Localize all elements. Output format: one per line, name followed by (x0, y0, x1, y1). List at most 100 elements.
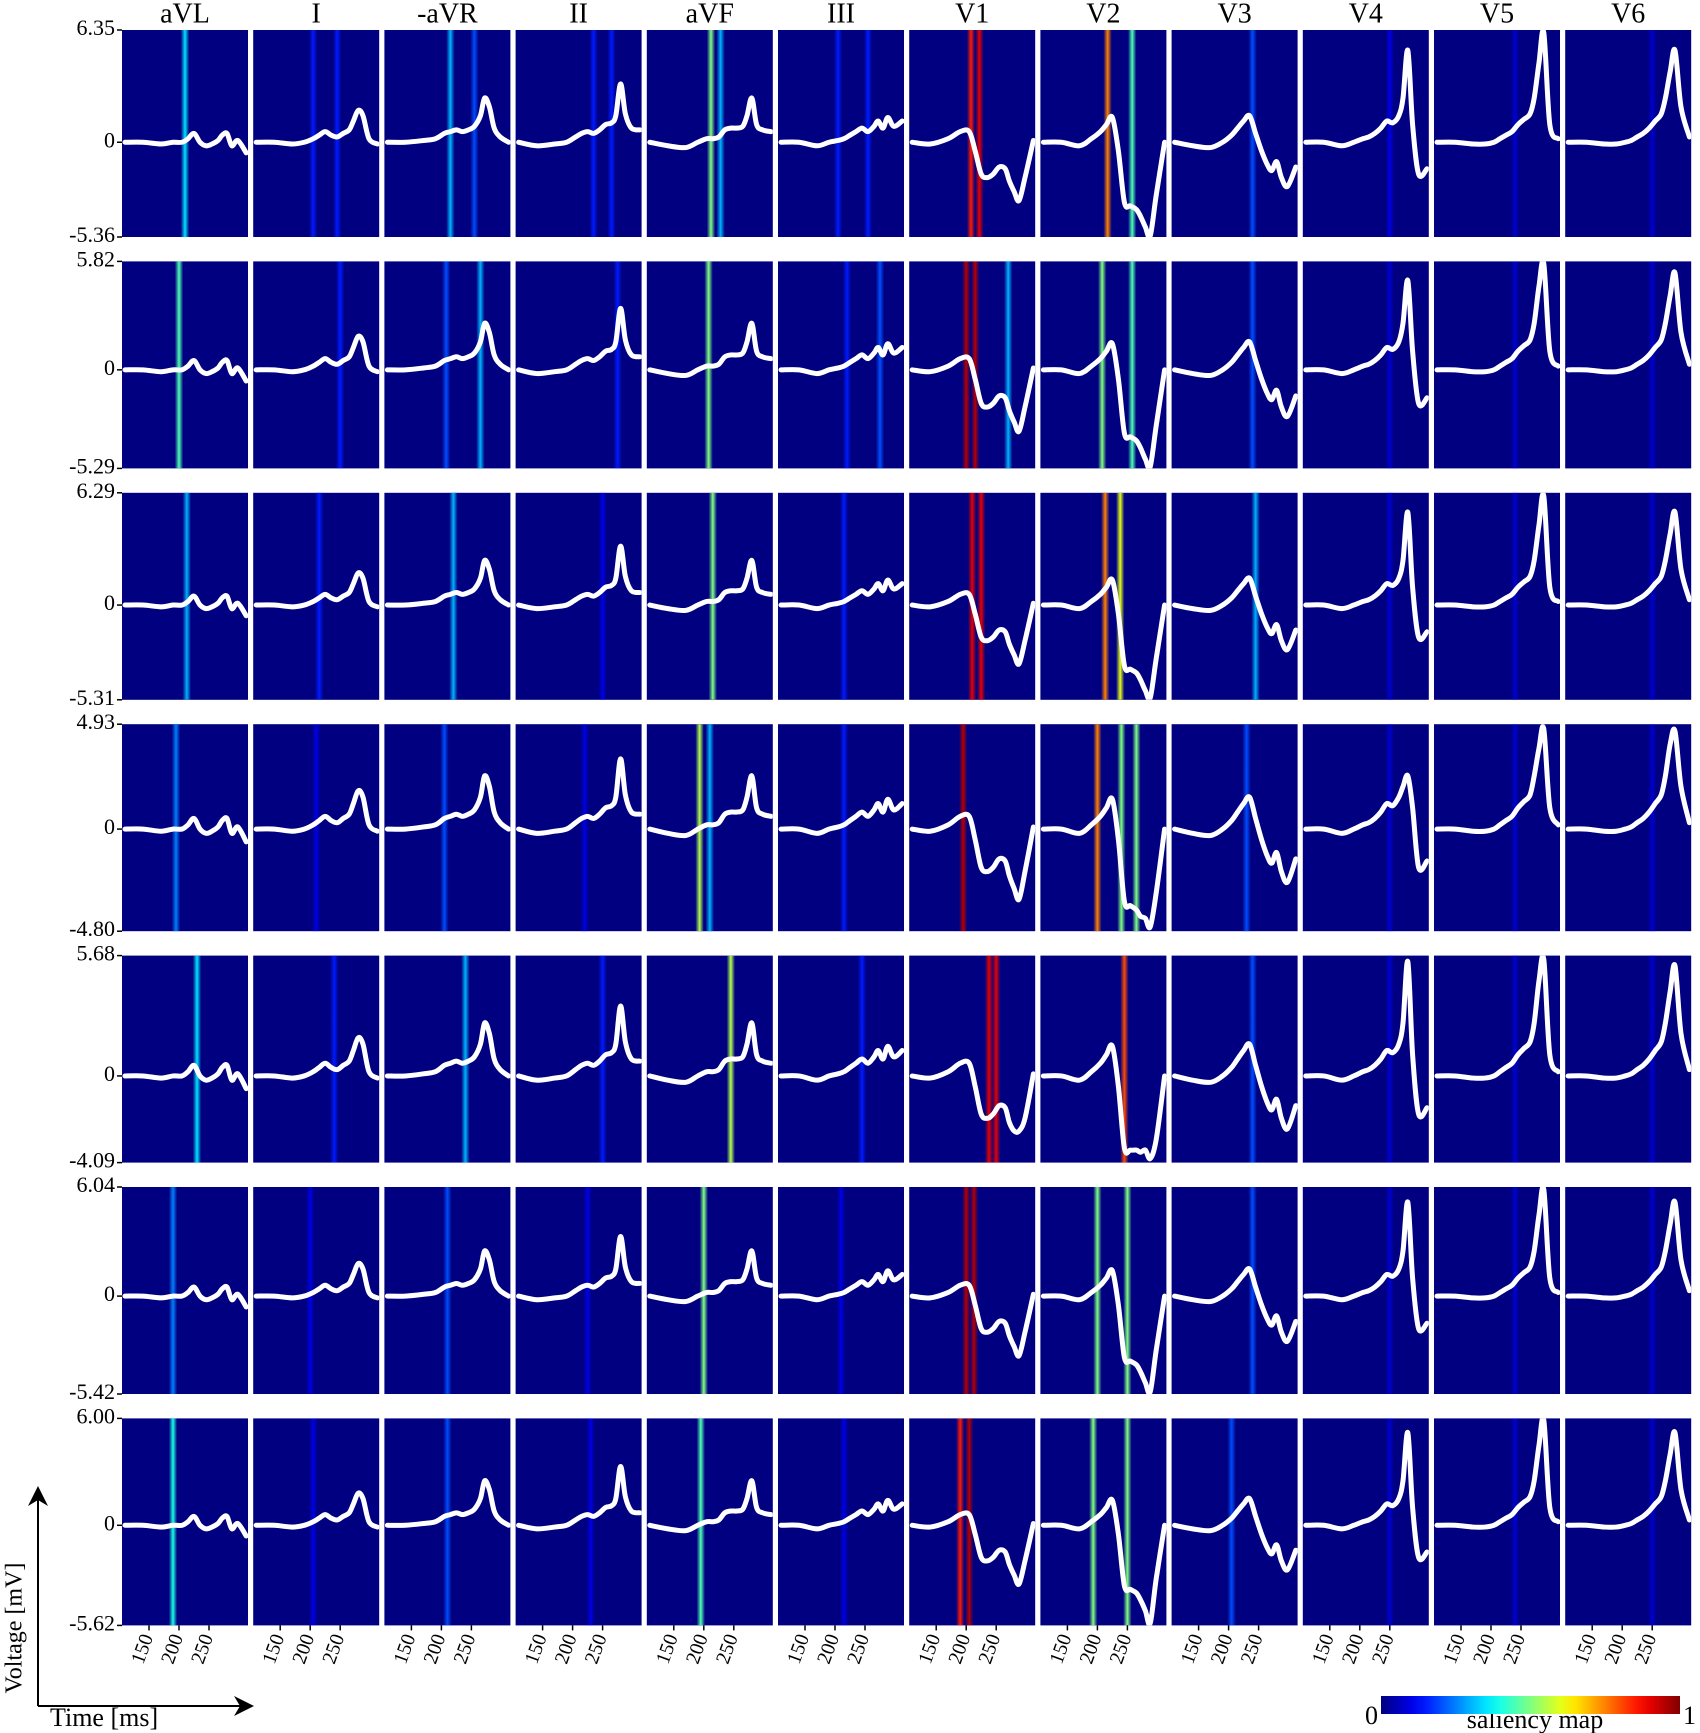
ecg-trace (384, 95, 511, 145)
x-tick-label: 200 (1075, 1631, 1106, 1667)
saliency-band (1128, 261, 1137, 469)
ecg-trace (1434, 261, 1560, 375)
panel (1434, 955, 1560, 1163)
panel (122, 492, 248, 700)
panel (1302, 1418, 1429, 1626)
ecg-trace (1434, 1418, 1560, 1530)
panel (778, 261, 904, 469)
saliency-layer (1648, 1187, 1657, 1394)
y-tick-label: 6.00 (77, 1403, 116, 1428)
ecg-trace (1565, 269, 1692, 375)
saliency-band (1123, 1418, 1132, 1626)
x-tick-label: 250 (1368, 1631, 1399, 1667)
saliency-band (333, 30, 342, 237)
panel (253, 1187, 380, 1394)
panel (1040, 30, 1167, 237)
panel-background (1171, 1187, 1298, 1394)
lead-title: V2 (1086, 0, 1120, 29)
saliency-band (1004, 261, 1013, 469)
x-tick-label: 250 (1105, 1631, 1136, 1667)
panel (1434, 30, 1560, 237)
ecg-trace (647, 773, 773, 839)
saliency-band (962, 261, 971, 469)
panel (122, 1187, 248, 1394)
ecg-trace (909, 811, 1036, 903)
x-tick-label: 250 (449, 1631, 480, 1667)
x-tick-label: 150 (1308, 1631, 1339, 1667)
ecg-trace (1565, 961, 1692, 1081)
ecg-trace (1303, 509, 1429, 643)
saliency-band (839, 492, 849, 700)
ecg-trace (1303, 47, 1429, 179)
panel (778, 492, 904, 700)
ecg-trace (647, 320, 773, 379)
saliency-band (1385, 1187, 1394, 1394)
saliency-layer (959, 724, 968, 932)
ecg-trace (253, 570, 380, 610)
panel (253, 724, 380, 932)
lead-title: V6 (1611, 0, 1645, 29)
panel (1040, 492, 1167, 700)
ecg-trace (122, 1513, 248, 1539)
ecg-trace (516, 81, 642, 149)
panel-background (1171, 261, 1298, 469)
saliency-layer (1227, 1418, 1236, 1626)
x-tick-label: 200 (1600, 1631, 1631, 1667)
saliency-layer (330, 955, 339, 1163)
panel (1040, 1187, 1167, 1394)
panel (778, 724, 904, 932)
panel (1171, 261, 1298, 469)
saliency-layer (443, 1187, 452, 1394)
lead-title: -aVR (417, 0, 478, 29)
saliency-band (1385, 492, 1394, 700)
saliency-band (168, 1418, 178, 1626)
saliency-layer (1510, 1187, 1520, 1394)
ecg-trace (384, 557, 511, 608)
ecg-trace (1565, 508, 1692, 610)
ecg-trace (1172, 794, 1298, 886)
saliency-band (956, 1418, 965, 1626)
x-tick-label: 250 (581, 1631, 612, 1667)
x-tick-label: 250 (974, 1631, 1005, 1667)
panel (253, 30, 380, 237)
ecg-trace (1565, 1198, 1692, 1301)
panel (1040, 724, 1167, 932)
saliency-band (833, 30, 843, 237)
saliency-layer (182, 492, 191, 700)
saliency-layer (699, 1187, 708, 1394)
panel (515, 955, 642, 1163)
saliency-layer (174, 261, 184, 469)
panel (778, 1418, 904, 1626)
y-tick-label: -5.36 (69, 222, 115, 247)
panel (1565, 1418, 1692, 1626)
panel (515, 1187, 642, 1394)
ecg-trace (647, 557, 773, 614)
saliency-layer (1510, 492, 1520, 700)
x-tick-label: 200 (1469, 1631, 1500, 1667)
y-tick-label: -5.31 (69, 685, 115, 710)
saliency-layer (1648, 261, 1657, 469)
ecg-trace (1303, 959, 1429, 1120)
y-tick-label: 4.93 (77, 709, 116, 734)
ecg-trace (253, 1260, 380, 1301)
panel (1302, 261, 1429, 469)
x-tick-label: 150 (1570, 1631, 1601, 1667)
panel (1434, 1187, 1560, 1394)
saliency-band (1103, 30, 1112, 237)
saliency-band (984, 955, 994, 1163)
colorbar-tick-label: 1 (1683, 1701, 1696, 1730)
saliency-layer (1385, 30, 1394, 237)
ecg-trace (778, 796, 904, 836)
saliency-band (1248, 30, 1257, 237)
y-tick-label: 0 (104, 590, 115, 615)
y-tick-label: -5.42 (69, 1379, 115, 1404)
saliency-band (1128, 30, 1137, 237)
saliency-band (613, 261, 622, 469)
ecg-trace (1040, 1496, 1167, 1626)
x-tick-label: 200 (551, 1631, 582, 1667)
y-tick-label: 6.04 (77, 1172, 116, 1197)
saliency-layer (1385, 1418, 1394, 1626)
saliency-layer (1248, 30, 1257, 237)
colorbar (1381, 1696, 1680, 1714)
saliency-band (1242, 724, 1251, 932)
